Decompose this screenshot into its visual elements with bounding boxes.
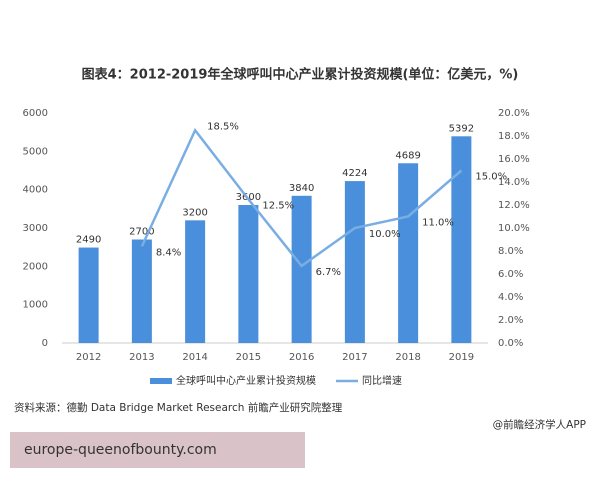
y-tick-label: 0 — [42, 338, 48, 349]
bar-value-label: 4689 — [395, 150, 420, 161]
y2-tick-label: 12.0% — [498, 200, 530, 211]
bar-value-label: 2700 — [129, 227, 154, 238]
x-tick-label: 2019 — [449, 352, 474, 363]
line-value-label: 15.0% — [475, 172, 507, 183]
line-value-label: 10.0% — [369, 229, 401, 240]
y2-tick-label: 4.0% — [498, 292, 523, 303]
y2-tick-label: 8.0% — [498, 246, 523, 257]
x-tick-label: 2015 — [236, 352, 261, 363]
line-value-label: 11.0% — [422, 218, 454, 229]
x-tick-label: 2018 — [395, 352, 420, 363]
x-tick-label: 2012 — [76, 352, 101, 363]
bar-value-label: 2490 — [76, 235, 101, 246]
legend-label: 全球呼叫中心产业累计投资规模 — [176, 374, 316, 387]
y2-tick-label: 0.0% — [498, 338, 523, 349]
y2-tick-label: 20.0% — [498, 108, 530, 119]
bar — [238, 205, 259, 343]
y-tick-label: 6000 — [23, 108, 48, 119]
y-tick-label: 2000 — [23, 261, 48, 272]
y2-tick-label: 10.0% — [498, 223, 530, 234]
bar-value-label: 4224 — [342, 168, 367, 179]
y2-tick-label: 18.0% — [498, 131, 530, 142]
line-value-label: 6.7% — [316, 267, 341, 278]
legend-swatch — [150, 378, 172, 384]
source: 资料来源：德勤 Data Bridge Market Research 前瞻产业… — [14, 401, 343, 414]
line — [140, 127, 463, 268]
bar-value-label: 3840 — [289, 183, 314, 194]
line-value-label: 18.5% — [207, 121, 239, 132]
y-tick-label: 1000 — [23, 300, 48, 311]
x-tick-label: 2017 — [342, 352, 367, 363]
line-value-label: 8.4% — [156, 247, 181, 258]
y2-tick-label: 2.0% — [498, 315, 523, 326]
caption: europe-queenofbounty.com — [24, 442, 217, 458]
bar — [291, 195, 312, 343]
y-tick-label: 3000 — [23, 223, 48, 234]
y-tick-label: 4000 — [23, 185, 48, 196]
credit: @前瞻经济学人APP — [493, 418, 586, 431]
x-tick-label: 2016 — [289, 352, 314, 363]
line-value-label: 12.5% — [262, 200, 294, 211]
chart-title: 图表4：2012-2019年全球呼叫中心产业累计投资规模(单位：亿美元，%) — [82, 67, 519, 83]
bar-value-label: 5392 — [449, 123, 474, 134]
legend-label: 同比增速 — [362, 374, 402, 387]
bar-value-label: 3200 — [182, 207, 207, 218]
bar — [131, 239, 152, 343]
y2-tick-label: 6.0% — [498, 269, 523, 280]
x-tick-label: 2014 — [182, 352, 207, 363]
y2-tick-label: 16.0% — [498, 154, 530, 165]
bar — [344, 181, 365, 343]
y2-tick-label: 14.0% — [498, 177, 530, 188]
bar — [451, 136, 472, 343]
bar — [398, 163, 419, 343]
y-tick-label: 5000 — [23, 146, 48, 157]
bar — [185, 220, 206, 343]
x-tick-label: 2013 — [129, 352, 154, 363]
caption-box — [10, 432, 305, 468]
bar — [78, 247, 99, 343]
